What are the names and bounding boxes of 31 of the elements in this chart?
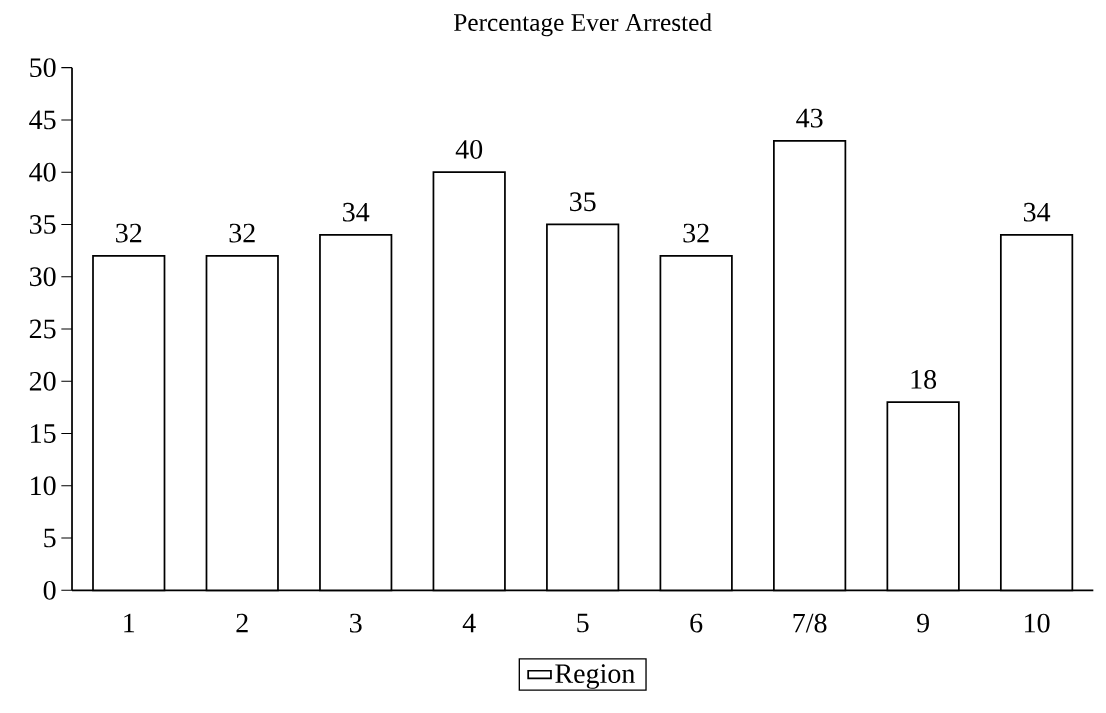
legend-label: Region [555,664,635,689]
data-label: 32 [116,223,142,243]
x-tick-label: 5 [577,613,589,633]
x-tick-label: 4 [462,613,476,633]
data-label: 32 [229,223,255,243]
y-tick-label: 10 [31,476,56,496]
x-tick-label: 7/8 [793,613,827,633]
y-tick-label: 35 [29,215,56,234]
y-tick-label: 5 [44,528,56,548]
x-tick-label: 6 [690,613,703,633]
x-tick-label: 1 [124,613,135,633]
y-tick-label: 25 [29,319,56,339]
y-tick-label: 15 [31,424,56,443]
x-tick-label: 9 [917,613,929,633]
y-tick-label: 0 [43,580,56,600]
data-label: 18 [911,369,937,389]
data-label: 34 [1023,202,1051,222]
data-label: 40 [455,140,483,159]
y-tick-label: 50 [30,58,56,78]
chart-title: Percentage Ever Arrested [453,13,712,37]
data-label: 34 [343,202,370,222]
x-tick-label: 3 [350,613,362,633]
data-label: 32 [683,223,709,243]
x-tick-label: 2 [236,613,248,633]
y-tick-label: 45 [29,110,56,130]
data-label: 43 [796,108,823,128]
y-tick-label: 30 [29,267,56,287]
y-tick-label: 40 [29,162,56,182]
x-tick-label: 10 [1025,613,1050,633]
data-label: 35 [570,192,596,212]
y-tick-label: 20 [29,371,56,391]
